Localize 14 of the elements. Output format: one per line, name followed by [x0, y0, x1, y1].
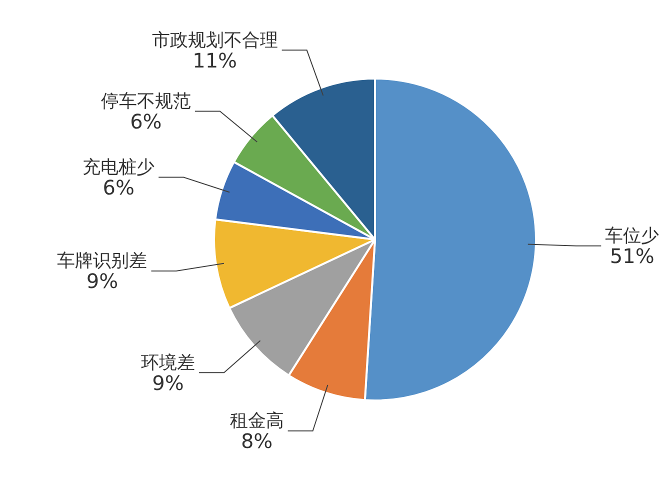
data-label: 6% [102, 176, 134, 200]
data-label: 51% [610, 244, 654, 268]
slice-label: 车牌识别差 [57, 250, 148, 272]
slice-label: 充电桩少 [82, 156, 155, 178]
data-label: 9% [152, 370, 184, 395]
data-label: 9% [86, 269, 118, 294]
data-label: 8% [240, 429, 273, 454]
data-label: 11% [192, 48, 238, 72]
slice-label: 车位少 [605, 225, 660, 246]
slice-label: 租金高 [230, 410, 284, 432]
slice-label: 停车不规范 [100, 90, 191, 112]
data-label: 6% [130, 109, 162, 134]
slice-label: 市政规划不合理 [152, 30, 278, 51]
slice-label: 环境差 [141, 352, 196, 374]
